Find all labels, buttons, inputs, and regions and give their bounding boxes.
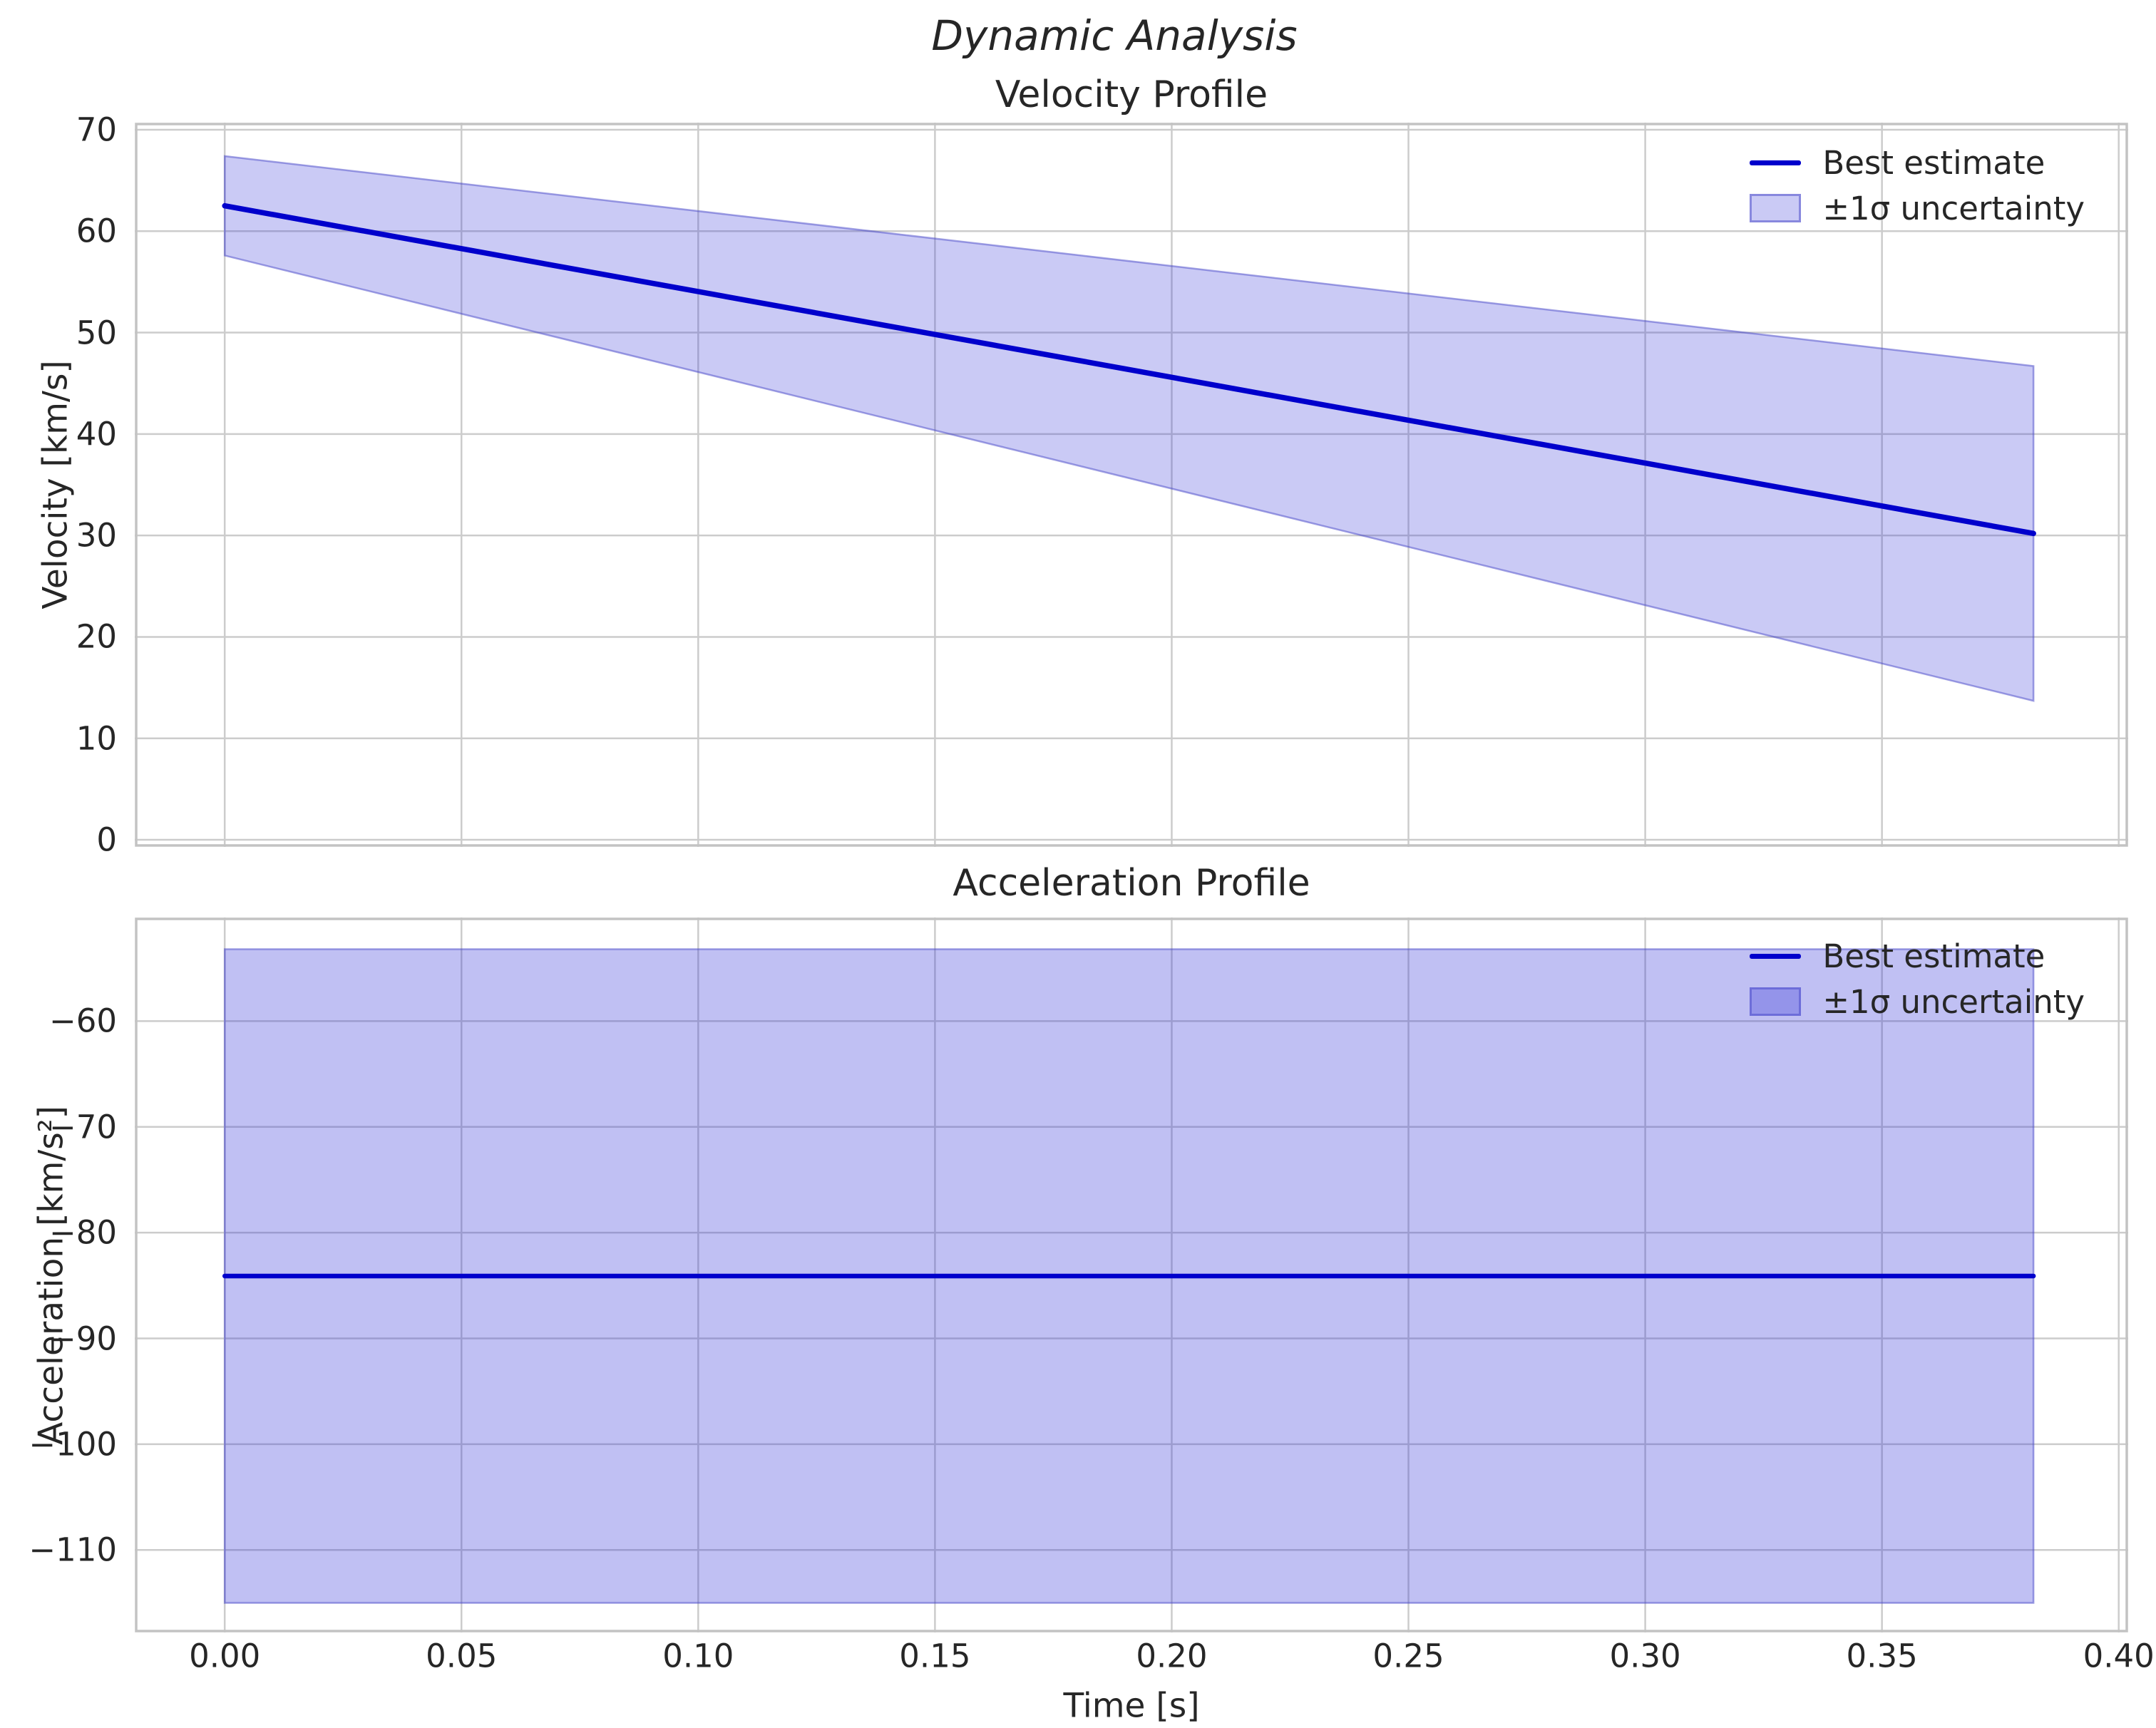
uncertainty-band <box>223 155 2035 702</box>
x-tick-label: 0.40 <box>2083 1637 2155 1675</box>
y-tick-label: −80 <box>49 1213 117 1252</box>
x-tick-label: 0.10 <box>662 1637 734 1675</box>
legend-row-uncertainty: ±1σ uncertainty <box>1750 982 2085 1021</box>
y-tick-label: 60 <box>76 212 117 250</box>
x-tick-label: 0.30 <box>1609 1637 1681 1675</box>
legend-row-best-estimate: Best estimate <box>1750 937 2085 975</box>
best-estimate-line-swatch <box>1750 160 1802 165</box>
y-tick-label: 20 <box>76 617 117 656</box>
uncertainty-legend-label: ±1σ uncertainty <box>1822 189 2085 227</box>
best-estimate-line <box>222 202 2036 537</box>
x-tick-label: 0.35 <box>1846 1637 1918 1675</box>
x-tick-label: 0.15 <box>899 1637 971 1675</box>
y-tick-label: −70 <box>49 1108 117 1146</box>
x-tick-label: 0.20 <box>1136 1637 1208 1675</box>
uncertainty-band-swatch <box>1750 987 1802 1016</box>
x-tick-label: 0.05 <box>426 1637 498 1675</box>
velocity-legend: Best estimate ±1σ uncertainty <box>1750 143 2085 227</box>
axes-spines <box>135 917 2128 1632</box>
velocity-plot-title: Velocity Profile <box>995 73 1268 116</box>
y-tick-label: −100 <box>29 1425 117 1464</box>
y-tick-label: −90 <box>49 1320 117 1358</box>
acceleration-y-axis-label: Acceleration [km/s²] <box>31 1105 71 1445</box>
y-tick-label: 50 <box>76 314 117 352</box>
best-estimate-line-swatch <box>1750 953 1802 959</box>
velocity-y-axis-label: Velocity [km/s] <box>36 360 76 610</box>
y-tick-label: 30 <box>76 516 117 555</box>
y-tick-label: 40 <box>76 415 117 453</box>
acceleration-plot-area <box>135 917 2128 1632</box>
acceleration-plot-title: Acceleration Profile <box>953 862 1310 905</box>
acceleration-legend: Best estimate ±1σ uncertainty <box>1750 937 2085 1021</box>
y-tick-label: 10 <box>76 719 117 758</box>
velocity-plot-area <box>135 123 2128 847</box>
x-tick-label: 0.00 <box>189 1637 261 1675</box>
x-axis-label: Time [s] <box>1063 1686 1200 1726</box>
legend-row-best-estimate: Best estimate <box>1750 143 2085 182</box>
figure-suptitle: Dynamic Analysis <box>931 11 1298 60</box>
uncertainty-band-swatch <box>1750 194 1802 222</box>
best-estimate-legend-label: Best estimate <box>1822 937 2045 975</box>
legend-row-uncertainty: ±1σ uncertainty <box>1750 189 2085 227</box>
y-tick-label: 70 <box>76 110 117 149</box>
uncertainty-legend-label: ±1σ uncertainty <box>1822 982 2085 1021</box>
best-estimate-legend-label: Best estimate <box>1822 143 2045 182</box>
y-tick-label: 0 <box>96 821 117 859</box>
axes-spines <box>135 123 2128 847</box>
y-tick-label: −110 <box>29 1531 117 1569</box>
y-tick-label: −60 <box>49 1002 117 1040</box>
x-tick-label: 0.25 <box>1372 1637 1444 1675</box>
